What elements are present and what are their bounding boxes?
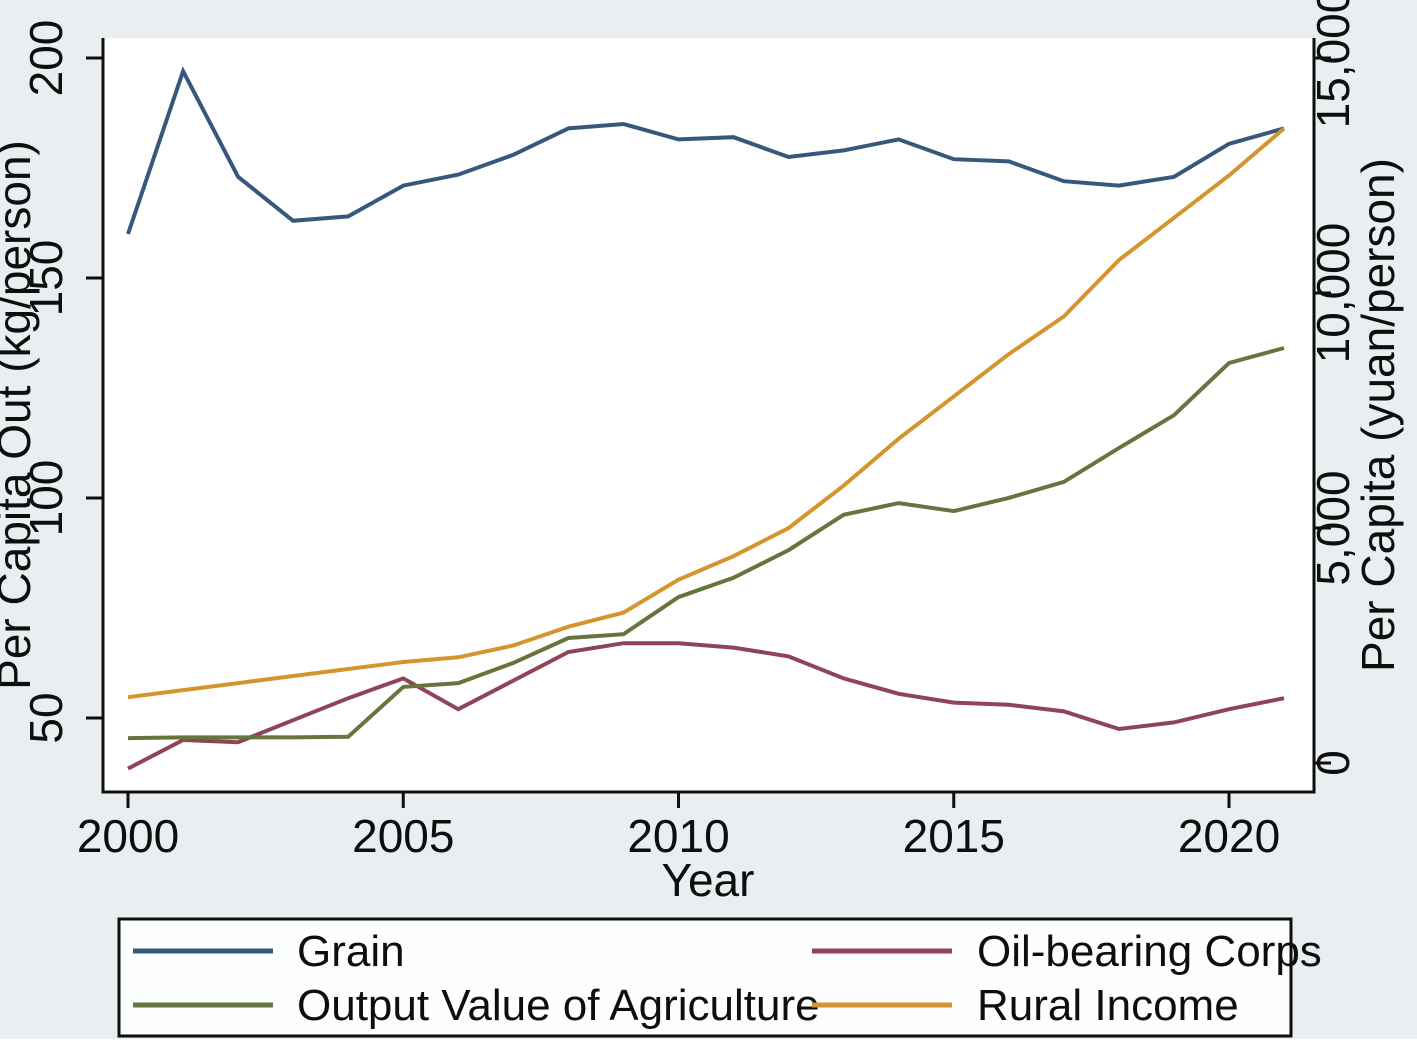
legend-group: Grain Oil-bearing Corps Output Value of Ag…	[133, 927, 1322, 1030]
axes-group	[101, 38, 1316, 794]
plot-area	[103, 38, 1314, 792]
right-tick-label: 5,000	[1307, 470, 1359, 585]
left-tick-label: 150	[20, 240, 72, 317]
x-axis-title: Year	[662, 854, 755, 906]
bottom-strip	[0, 1039, 1417, 1045]
left-tick-label: 50	[20, 692, 72, 743]
x-tick-label: 2015	[903, 810, 1005, 862]
x-tick-label: 2005	[352, 810, 454, 862]
legend-label: Output Value of Agriculture	[297, 981, 820, 1030]
right-tick-label: 15,000	[1307, 0, 1359, 128]
series-line-oil-bearing-corps	[127, 641, 1285, 771]
right-axis-title: Per Capita (yuan/person)	[1352, 158, 1404, 672]
series-line-output-value-of-agriculture	[127, 346, 1285, 741]
series-line-rural-income	[127, 126, 1286, 700]
left-tick-label: 200	[20, 20, 72, 97]
series-group	[126, 66, 1286, 771]
x-tick-label: 2010	[627, 810, 729, 862]
legend-label: Rural Income	[977, 981, 1239, 1030]
left-axis-title: Per Capita Out (kg/person)	[0, 140, 40, 690]
legend-box	[117, 917, 1293, 1038]
right-tick-label: 10,000	[1307, 223, 1359, 364]
legend-label: Oil-bearing Corps	[977, 927, 1322, 976]
x-tick-label: 2000	[77, 810, 179, 862]
right-tick-label: 0	[1307, 750, 1359, 776]
left-tick-label: 100	[20, 460, 72, 537]
series-line-grain	[126, 66, 1285, 235]
x-tick-label: 2020	[1178, 810, 1280, 862]
legend-label: Grain	[297, 927, 405, 976]
